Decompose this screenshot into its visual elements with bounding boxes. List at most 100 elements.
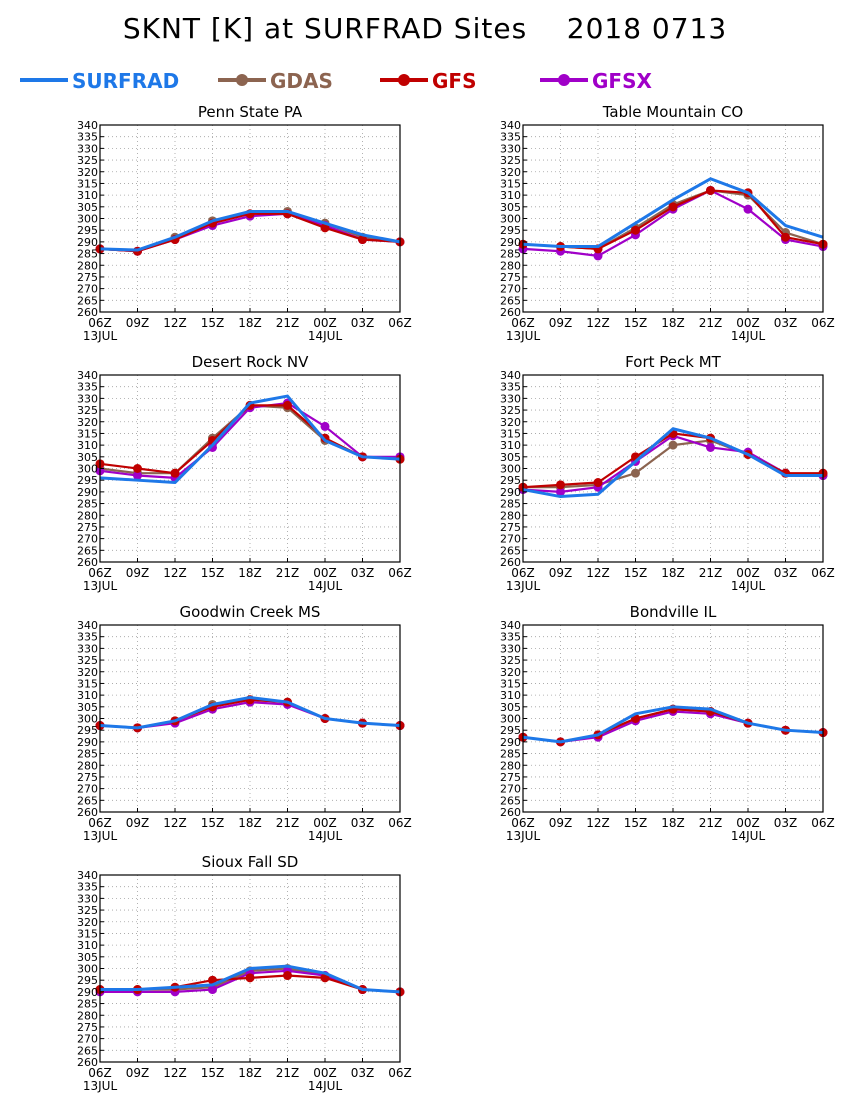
x-date-label: 14JUL xyxy=(731,579,766,593)
data-point xyxy=(208,704,217,714)
data-point xyxy=(668,704,678,714)
data-point xyxy=(170,982,180,992)
data-point xyxy=(133,246,142,256)
data-point xyxy=(781,228,790,238)
data-point xyxy=(556,480,565,490)
data-point xyxy=(283,971,292,981)
x-tick-label: 15Z xyxy=(201,1066,225,1080)
y-tick-label: 300 xyxy=(500,213,521,226)
y-tick-label: 275 xyxy=(500,771,521,784)
data-point xyxy=(631,452,640,462)
y-tick-label: 280 xyxy=(500,259,521,272)
y-tick-label: 330 xyxy=(500,142,521,155)
data-point xyxy=(133,464,142,473)
data-point xyxy=(283,697,292,707)
y-tick-label: 305 xyxy=(77,201,98,214)
series-line xyxy=(522,427,823,499)
series-line xyxy=(99,695,401,730)
legend-label: SURFRAD xyxy=(72,69,179,93)
grid xyxy=(100,375,400,562)
data-point xyxy=(593,482,603,492)
x-tick-label: 06Z xyxy=(88,316,112,330)
panel-title: Fort Peck MT xyxy=(625,353,721,371)
x-date-label: 14JUL xyxy=(308,579,343,593)
grid xyxy=(523,375,823,562)
x-tick-label: 12Z xyxy=(163,316,187,330)
series-line xyxy=(100,964,401,994)
data-point xyxy=(95,721,105,731)
y-tick-label: 275 xyxy=(77,271,98,284)
series-gfsx xyxy=(95,966,405,997)
series-gfs xyxy=(518,428,828,492)
data-point xyxy=(593,480,603,490)
data-point xyxy=(208,442,217,452)
x-tick-label: 00Z xyxy=(313,816,337,830)
y-tick-label: 285 xyxy=(500,248,521,261)
data-point xyxy=(556,487,565,497)
y-tick-label: 335 xyxy=(500,381,521,394)
series-line xyxy=(522,189,824,250)
data-point xyxy=(170,473,180,483)
data-point xyxy=(395,454,405,464)
data-point xyxy=(631,714,640,723)
series-gfsx xyxy=(518,431,828,497)
data-point xyxy=(668,706,678,716)
data-point xyxy=(208,702,217,712)
panel-title: Desert Rock NV xyxy=(192,353,309,371)
data-point xyxy=(358,985,367,995)
data-point xyxy=(593,244,603,254)
y-tick-label: 265 xyxy=(77,544,98,557)
series-line xyxy=(99,212,401,253)
data-point xyxy=(395,237,405,247)
series-line xyxy=(100,969,401,993)
y-tick-label: 280 xyxy=(500,759,521,772)
data-point xyxy=(668,431,678,441)
data-point xyxy=(556,242,565,252)
y-tick-label: 325 xyxy=(500,404,521,417)
data-point xyxy=(320,714,330,723)
x-tick-label: 21Z xyxy=(699,316,723,330)
y-tick-label: 330 xyxy=(77,892,98,905)
data-point xyxy=(245,209,255,219)
data-point xyxy=(320,223,330,233)
y-tick-label: 260 xyxy=(77,806,98,819)
x-tick-label: 15Z xyxy=(624,566,648,580)
data-point xyxy=(556,482,565,492)
panel-bondville-il: Bondville IL2602652702752802852902953003… xyxy=(500,603,835,843)
y-tick-label: 335 xyxy=(77,131,98,144)
data-point xyxy=(358,452,367,462)
x-tick-label: 18Z xyxy=(238,1066,262,1080)
data-point xyxy=(743,718,753,728)
x-tick-label: 06Z xyxy=(388,1066,412,1080)
data-point xyxy=(706,706,715,716)
data-point xyxy=(133,246,142,256)
data-point xyxy=(358,718,367,728)
panel-fort-peck-mt: Fort Peck MT2602652702752802852902953003… xyxy=(500,353,835,593)
y-tick-label: 315 xyxy=(77,927,98,940)
x-tick-label: 06Z xyxy=(811,566,835,580)
x-date-label: 13JUL xyxy=(506,329,541,343)
data-point xyxy=(95,985,105,995)
y-tick-label: 280 xyxy=(77,1009,98,1022)
x-tick-label: 18Z xyxy=(238,566,262,580)
data-point xyxy=(283,964,292,973)
series-line xyxy=(99,701,401,729)
grid xyxy=(523,125,823,312)
data-point xyxy=(320,435,330,445)
data-point xyxy=(95,244,105,254)
data-point xyxy=(245,695,255,705)
data-point xyxy=(170,716,180,726)
y-tick-label: 285 xyxy=(500,498,521,511)
y-tick-label: 335 xyxy=(500,131,521,144)
panel-title: Goodwin Creek MS xyxy=(180,603,321,621)
data-point xyxy=(95,985,105,995)
series-line xyxy=(99,210,401,253)
legend-marker xyxy=(398,74,410,86)
data-point xyxy=(395,237,405,247)
x-tick-label: 00Z xyxy=(313,1066,337,1080)
data-point xyxy=(395,721,405,731)
x-tick-label: 15Z xyxy=(201,566,225,580)
y-tick-label: 290 xyxy=(77,986,98,999)
